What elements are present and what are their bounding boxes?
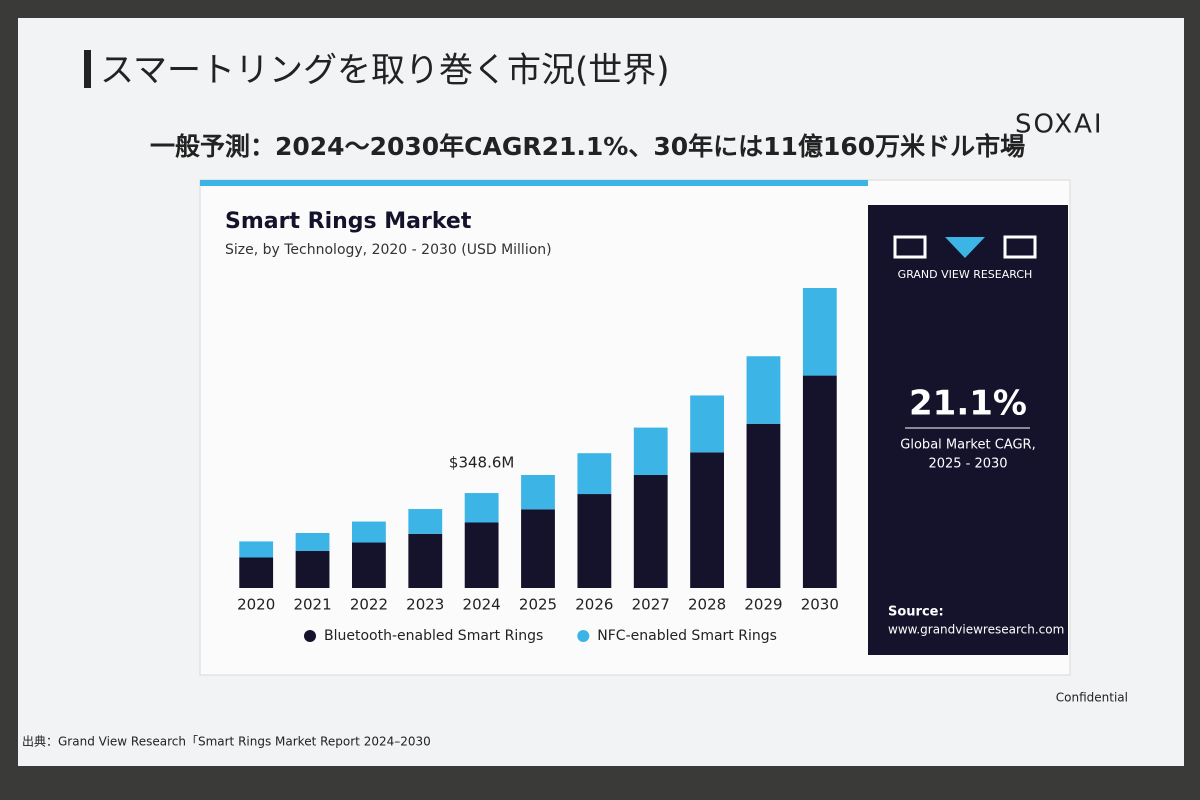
chart-subtitle: Size, by Technology, 2020 - 2030 (USD Mi… [225,242,552,258]
brand-name: GRAND VIEW RESEARCH [898,268,1033,281]
bar-segment [464,493,499,523]
bar-segment [408,509,443,534]
cagr: 21.1% [909,384,1027,424]
x-tick-label: 2027 [632,596,670,614]
x-tick-label: 2022 [350,596,388,614]
bar-segment [746,423,781,588]
bar-segment [239,541,274,558]
cagr-caption: 2025 - 2030 [928,457,1007,472]
bar-segment [577,453,612,495]
x-tick-label: 2024 [463,596,501,614]
x-tick-label: 2030 [801,596,839,614]
legend-label: NFC-enabled Smart Rings [597,628,777,644]
legend-label: Bluetooth-enabled Smart Rings [324,628,543,644]
logo: SOXAI [1015,110,1104,140]
data-label: $348.6M [449,454,514,472]
bar-segment [352,521,386,543]
bar-segment [295,550,330,588]
chart-title: Smart Rings Market [225,209,472,234]
bar-segment [690,452,724,588]
x-tick-label: 2021 [293,596,331,614]
bar-segment [633,427,668,475]
brand-logo [893,235,1037,259]
bar-segment [802,288,837,376]
bar-segment [577,494,612,588]
x-tick-label: 2020 [237,596,275,614]
source-url: www.grandviewresearch.com [888,623,1064,637]
bar-segment [352,542,386,588]
brand-panel [868,205,1068,655]
bar-segment [802,375,837,588]
bar-segment [295,532,330,551]
heading: スマートリングを取り巻く市況(世界) [100,51,670,91]
x-tick-label: 2025 [519,596,557,614]
bar-segment [521,509,555,588]
x-tick-label: 2023 [406,596,444,614]
confidential: Confidential [1056,691,1128,705]
heading-bar [84,50,91,88]
cagr-caption: Global Market CAGR, [900,438,1035,453]
bar-segment [408,533,443,588]
source-label: Source: [888,605,944,620]
bar-segment [690,395,724,453]
bar-segment [633,474,668,588]
panel-accent [200,180,868,186]
x-tick-label: 2028 [688,596,726,614]
bar-segment [521,474,555,510]
x-tick-label: 2026 [575,596,613,614]
legend-swatch [577,630,590,642]
footer-source: 出典：Grand View Research「Smart Rings Marke… [22,735,431,749]
legend-swatch [304,630,316,642]
bar-segment [746,356,781,424]
bar-segment [464,522,499,588]
x-tick-label: 2029 [744,596,782,614]
subheading: 一般予測：2024～2030年CAGR21.1%、30年には11億160万米ドル… [150,132,1025,161]
bar-segment [239,557,274,588]
